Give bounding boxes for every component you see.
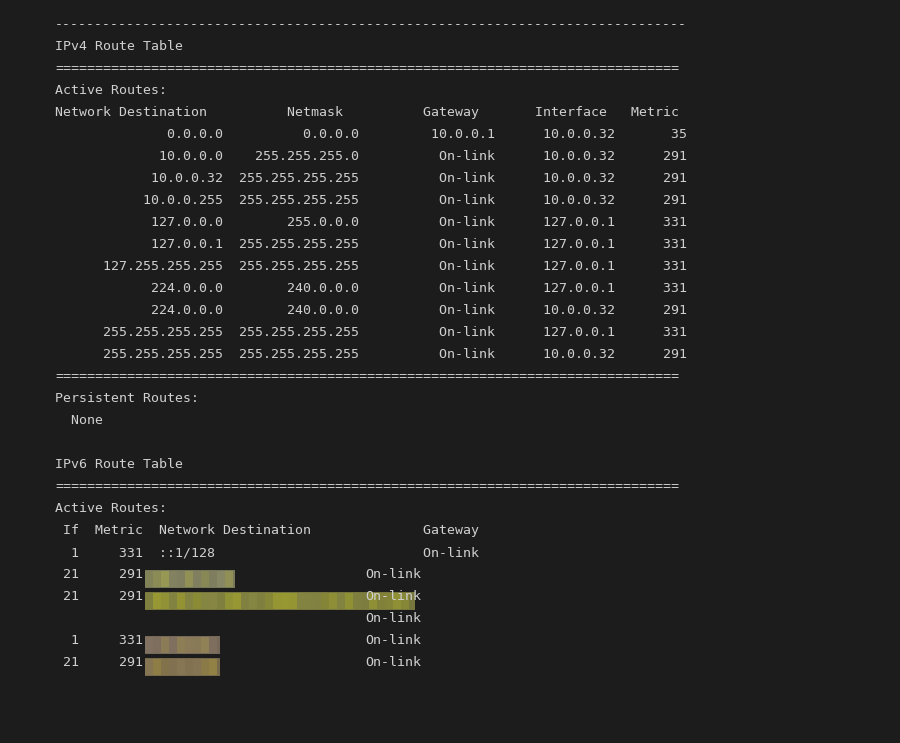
Text: 224.0.0.0        240.0.0.0          On-link      127.0.0.1      331: 224.0.0.0 240.0.0.0 On-link 127.0.0.1 33… <box>55 282 687 295</box>
Bar <box>354 593 362 609</box>
Text: IPv4 Route Table: IPv4 Route Table <box>55 40 183 53</box>
Bar <box>161 571 169 587</box>
Bar <box>257 593 266 609</box>
Text: None: None <box>55 414 103 427</box>
Bar <box>266 593 274 609</box>
Text: 1     331: 1 331 <box>55 634 159 647</box>
Bar <box>218 571 225 587</box>
Bar <box>202 659 210 675</box>
Bar <box>169 593 177 609</box>
Text: Active Routes:: Active Routes: <box>55 84 167 97</box>
Text: If  Metric  Network Destination              Gateway: If Metric Network Destination Gateway <box>55 524 479 537</box>
Bar <box>161 659 169 675</box>
Bar <box>177 571 185 587</box>
Bar <box>282 593 290 609</box>
Bar <box>225 571 233 587</box>
Bar <box>369 593 377 609</box>
Text: Active Routes:: Active Routes: <box>55 502 167 515</box>
Bar <box>177 659 185 675</box>
Bar <box>377 593 385 609</box>
Bar <box>313 593 321 609</box>
Bar <box>169 571 177 587</box>
Text: Network Destination          Netmask          Gateway       Interface   Metric: Network Destination Netmask Gateway Inte… <box>55 106 679 119</box>
Bar <box>297 593 305 609</box>
Bar <box>329 593 338 609</box>
Bar <box>146 659 153 675</box>
Text: 21     291: 21 291 <box>55 656 159 669</box>
Bar <box>218 593 225 609</box>
Text: 255.255.255.255  255.255.255.255          On-link      127.0.0.1      331: 255.255.255.255 255.255.255.255 On-link … <box>55 326 687 339</box>
Bar <box>210 659 218 675</box>
Bar <box>194 637 202 653</box>
Bar <box>225 593 233 609</box>
Bar <box>346 593 354 609</box>
Bar <box>194 659 202 675</box>
Text: On-link: On-link <box>365 612 421 625</box>
Bar <box>185 593 193 609</box>
Bar <box>177 593 185 609</box>
Bar <box>401 593 410 609</box>
Text: 10.0.0.32  255.255.255.255          On-link      10.0.0.32      291: 10.0.0.32 255.255.255.255 On-link 10.0.0… <box>55 172 687 185</box>
Bar <box>362 593 369 609</box>
Bar <box>185 659 193 675</box>
Bar <box>202 637 210 653</box>
Text: 0.0.0.0          0.0.0.0         10.0.0.1      10.0.0.32       35: 0.0.0.0 0.0.0.0 10.0.0.1 10.0.0.32 35 <box>55 128 687 141</box>
Bar <box>153 571 161 587</box>
Bar <box>185 571 193 587</box>
Bar <box>305 593 313 609</box>
Bar <box>146 636 220 654</box>
Bar <box>146 592 416 610</box>
Bar <box>249 593 257 609</box>
Text: ==============================================================================: ========================================… <box>55 480 679 493</box>
Bar <box>169 637 177 653</box>
Bar <box>169 659 177 675</box>
Bar <box>161 637 169 653</box>
Text: ==============================================================================: ========================================… <box>55 370 679 383</box>
Text: On-link: On-link <box>365 568 421 581</box>
Bar <box>146 637 153 653</box>
Bar <box>153 593 161 609</box>
Bar <box>210 637 218 653</box>
Text: 10.0.0.0    255.255.255.0          On-link      10.0.0.32      291: 10.0.0.0 255.255.255.0 On-link 10.0.0.32… <box>55 150 687 163</box>
Text: On-link: On-link <box>365 656 421 669</box>
Bar <box>233 593 241 609</box>
Text: 10.0.0.255  255.255.255.255          On-link      10.0.0.32      291: 10.0.0.255 255.255.255.255 On-link 10.0.… <box>55 194 687 207</box>
Bar <box>290 593 297 609</box>
Text: 255.255.255.255  255.255.255.255          On-link      10.0.0.32      291: 255.255.255.255 255.255.255.255 On-link … <box>55 348 687 361</box>
Text: 127.255.255.255  255.255.255.255          On-link      127.0.0.1      331: 127.255.255.255 255.255.255.255 On-link … <box>55 260 687 273</box>
Text: 21     291: 21 291 <box>55 590 159 603</box>
Bar <box>161 593 169 609</box>
Bar <box>385 593 393 609</box>
Bar <box>177 637 185 653</box>
Bar <box>146 593 153 609</box>
Bar <box>194 571 202 587</box>
Text: Persistent Routes:: Persistent Routes: <box>55 392 199 405</box>
Bar <box>321 593 329 609</box>
Text: ==============================================================================: ========================================… <box>55 62 679 75</box>
Bar <box>153 637 161 653</box>
Bar <box>146 658 220 676</box>
Text: 127.0.0.0        255.0.0.0          On-link      127.0.0.1      331: 127.0.0.0 255.0.0.0 On-link 127.0.0.1 33… <box>55 216 687 229</box>
Text: On-link: On-link <box>365 634 421 647</box>
Bar <box>210 571 218 587</box>
Text: 127.0.0.1  255.255.255.255          On-link      127.0.0.1      331: 127.0.0.1 255.255.255.255 On-link 127.0.… <box>55 238 687 251</box>
Bar <box>338 593 346 609</box>
Bar <box>185 637 193 653</box>
Bar <box>210 593 218 609</box>
Text: -------------------------------------------------------------------------------: ----------------------------------------… <box>55 18 687 31</box>
Bar <box>146 571 153 587</box>
Bar <box>194 593 202 609</box>
Bar <box>202 571 210 587</box>
Text: IPv6 Route Table: IPv6 Route Table <box>55 458 183 471</box>
Text: On-link: On-link <box>365 590 421 603</box>
Bar <box>153 659 161 675</box>
Bar <box>202 593 210 609</box>
Text: 224.0.0.0        240.0.0.0          On-link      10.0.0.32      291: 224.0.0.0 240.0.0.0 On-link 10.0.0.32 29… <box>55 304 687 317</box>
Text: 21     291: 21 291 <box>55 568 159 581</box>
Bar <box>274 593 282 609</box>
Text: 1     331  ::1/128                          On-link: 1 331 ::1/128 On-link <box>55 546 479 559</box>
Bar <box>393 593 401 609</box>
Bar <box>241 593 249 609</box>
Bar <box>146 570 236 588</box>
